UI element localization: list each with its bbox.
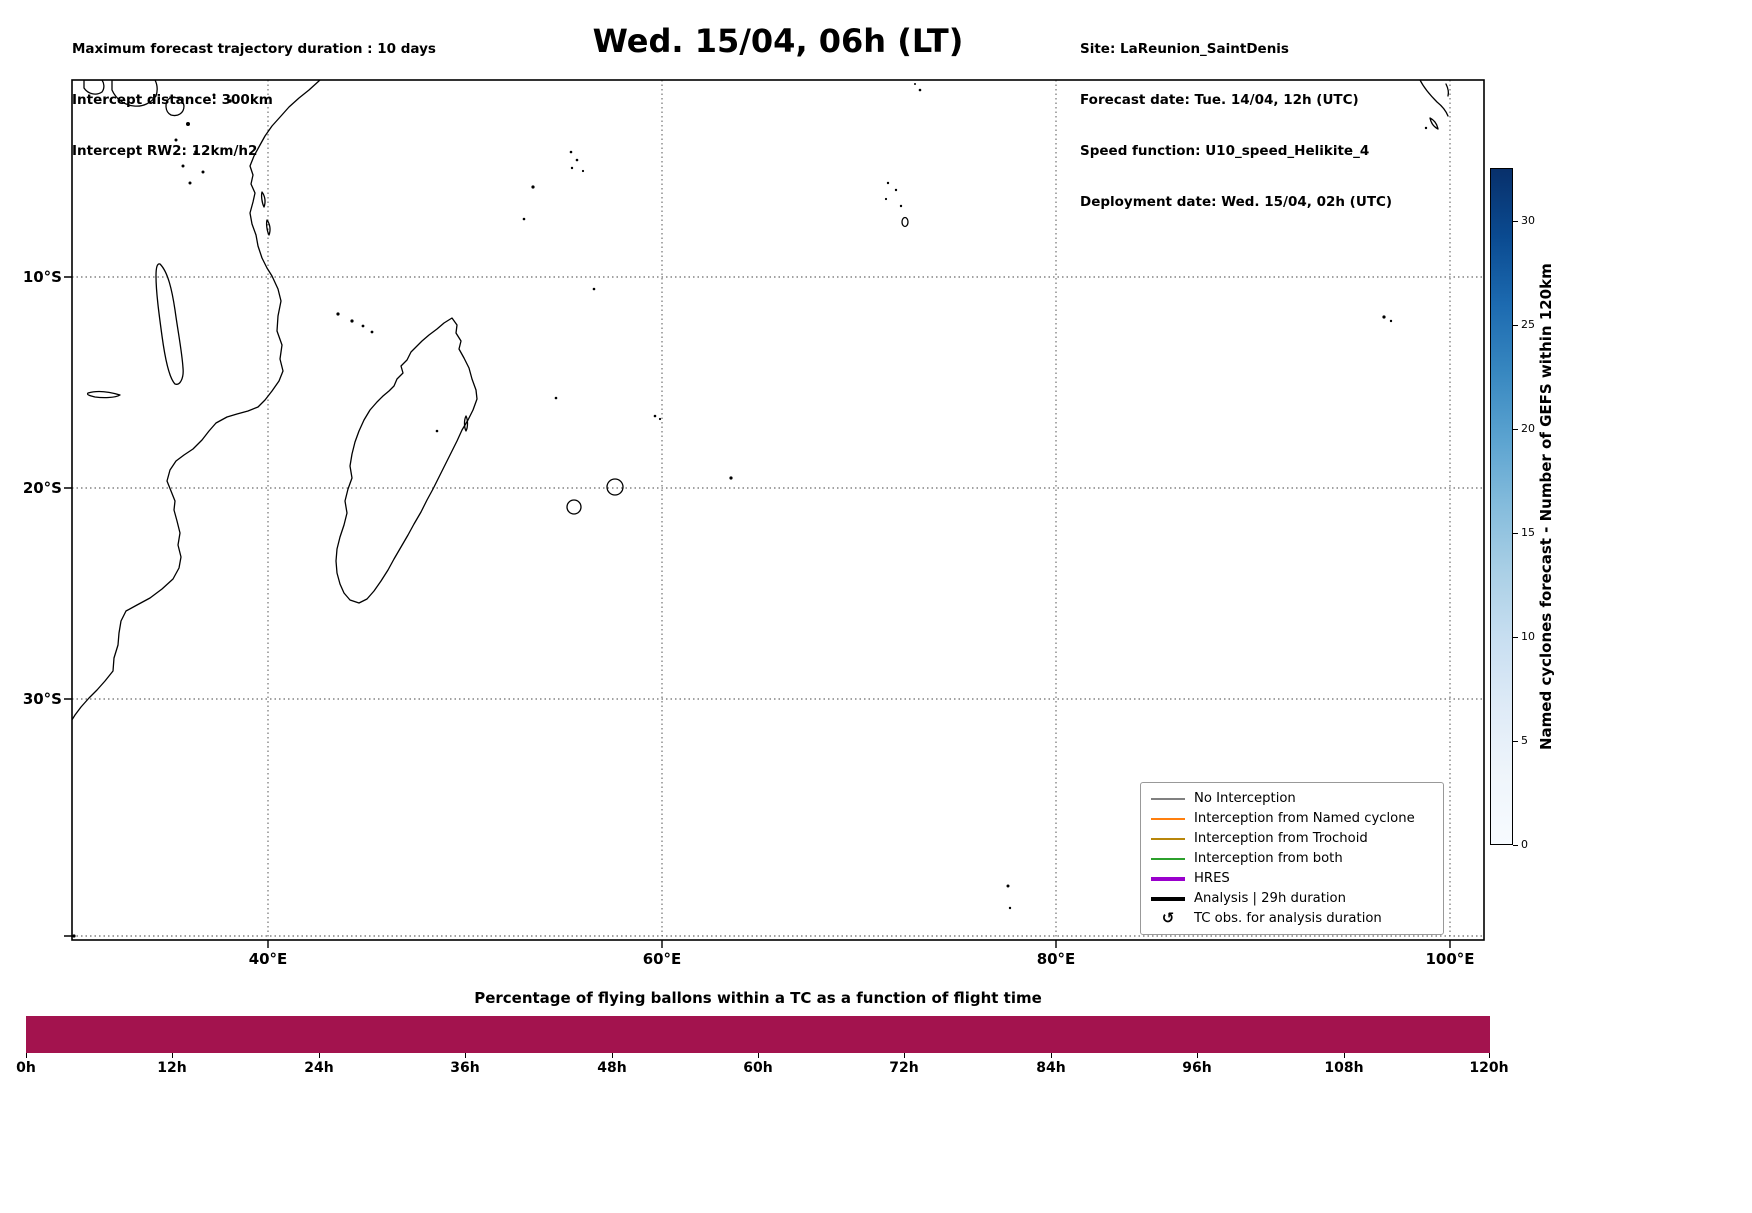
strip-tick-60h: 60h	[743, 1060, 773, 1076]
legend-line-purple	[1151, 876, 1185, 881]
axis-tick-marks	[64, 276, 1451, 948]
deployment-date-text: Deployment date: Wed. 15/04, 02h (UTC)	[1080, 194, 1393, 210]
xtick-40e: 40°E	[248, 950, 288, 968]
legend-line-olive	[1151, 837, 1185, 840]
colorbar-tickmark	[1513, 429, 1518, 430]
xtick-60e: 60°E	[642, 950, 682, 968]
strip-tickmark	[904, 1053, 905, 1058]
strip-tick-84h: 84h	[1036, 1060, 1066, 1076]
madagascar-coastline	[335, 317, 478, 604]
colorbar-tick-25: 25	[1521, 318, 1535, 331]
flight-time-percentage-band	[26, 1016, 1490, 1053]
legend-item-both: Interception from both	[1151, 849, 1439, 868]
rift-lakes-outlines	[83, 80, 185, 117]
colorbar-label: Named cyclones forecast - Number of GEFS…	[1537, 263, 1555, 750]
forecast-date-text: Forecast date: Tue. 14/04, 12h (UTC)	[1080, 92, 1359, 108]
colorbar-tick-10: 10	[1521, 630, 1535, 643]
strip-tick-72h: 72h	[889, 1060, 919, 1076]
strip-tick-108h: 108h	[1324, 1060, 1364, 1076]
legend-item-hres: HRES	[1151, 869, 1439, 888]
legend-item-named-cyclone: Interception from Named cyclone	[1151, 809, 1439, 828]
colorbar-tickmark	[1513, 325, 1518, 326]
sainte-marie-island	[463, 415, 469, 432]
strip-tickmark	[26, 1053, 27, 1058]
strip-tick-12h: 12h	[157, 1060, 187, 1076]
colorbar-tickmark	[1513, 221, 1518, 222]
sumatra-islet	[1429, 117, 1439, 130]
strip-tickmark	[172, 1053, 173, 1058]
colorbar-tickmark	[1513, 533, 1518, 534]
map-frame	[71, 79, 1485, 941]
colorbar-tick-5: 5	[1521, 734, 1528, 747]
small-islands-and-lakes	[72, 83, 1428, 938]
strip-tickmark	[1489, 1053, 1490, 1058]
zanzibar-pemba-islands	[260, 191, 271, 236]
colorbar-tick-30: 30	[1521, 214, 1535, 227]
colorbar-tick-20: 20	[1521, 422, 1535, 435]
strip-tickmark	[465, 1053, 466, 1058]
strip-tick-24h: 24h	[304, 1060, 334, 1076]
legend-item-trochoid: Interception from Trochoid	[1151, 829, 1439, 848]
reunion-island-outline	[566, 499, 582, 515]
legend-line-orange	[1151, 817, 1185, 820]
diego-garcia-outline	[901, 216, 909, 228]
strip-tickmark	[612, 1053, 613, 1058]
legend-item-no-interception: No Interception	[1151, 789, 1439, 808]
legend-item-analysis: Analysis | 29h duration	[1151, 889, 1439, 908]
xtick-80e: 80°E	[1036, 950, 1076, 968]
sumatra-coast-fragment	[1419, 80, 1449, 117]
strip-tick-120h: 120h	[1469, 1060, 1509, 1076]
legend-item-tc-obs: ↺ TC obs. for analysis duration	[1151, 909, 1439, 928]
ytick-10s: 10°S	[22, 268, 62, 286]
ytick-30s: 30°S	[22, 690, 62, 708]
site-text: Site: LaReunion_SaintDenis	[1080, 41, 1289, 57]
legend-line-black	[1151, 896, 1185, 901]
colorbar-tick-15: 15	[1521, 526, 1535, 539]
legend-line-green	[1151, 857, 1185, 860]
strip-tick-0h: 0h	[16, 1060, 36, 1076]
figure-title: Wed. 15/04, 06h (LT)	[592, 22, 964, 60]
lake-malawi-outline	[155, 263, 184, 385]
strip-tickmark	[1197, 1053, 1198, 1058]
strip-tickmark	[1344, 1053, 1345, 1058]
rotate-ccw-icon: ↺	[1161, 909, 1175, 927]
header-left-annotations: Maximum forecast trajectory duration : 1…	[72, 7, 436, 194]
ytick-20s: 20°S	[22, 479, 62, 497]
africa-coastline	[72, 80, 321, 722]
strip-tickmark	[758, 1053, 759, 1058]
lake-cahora-bassa-outline	[86, 390, 121, 399]
strip-tickmark	[319, 1053, 320, 1058]
colorbar-gradient	[1490, 168, 1513, 845]
bottom-chart-title: Percentage of flying ballons within a TC…	[474, 989, 1042, 1007]
colorbar-tickmark	[1513, 845, 1518, 846]
strip-tickmark	[1051, 1053, 1052, 1058]
mauritius-island-outline	[606, 478, 624, 496]
strip-tick-96h: 96h	[1182, 1060, 1212, 1076]
strip-tick-48h: 48h	[597, 1060, 627, 1076]
xtick-100e: 100°E	[1425, 950, 1475, 968]
colorbar-tickmark	[1513, 741, 1518, 742]
speed-function-text: Speed function: U10_speed_Helikite_4	[1080, 143, 1370, 159]
header-right-annotations: Site: LaReunion_SaintDenis Forecast date…	[1080, 7, 1392, 245]
map-legend: No Interception Interception from Named …	[1140, 782, 1444, 935]
strip-tick-36h: 36h	[450, 1060, 480, 1076]
colorbar-tickmark	[1513, 637, 1518, 638]
legend-line-gray	[1151, 797, 1185, 800]
intercept-rw2-text: Intercept RW2: 12km/h2	[72, 143, 258, 159]
corner-coast-fragment	[1445, 83, 1450, 97]
colorbar-tick-0: 0	[1521, 838, 1528, 851]
max-duration-text: Maximum forecast trajectory duration : 1…	[72, 41, 436, 57]
